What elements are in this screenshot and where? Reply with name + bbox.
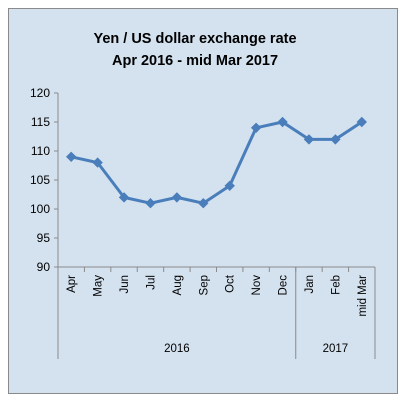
x-group-label: 2017 xyxy=(323,343,349,355)
x-category-label: Oct xyxy=(225,274,237,293)
data-point xyxy=(145,197,156,209)
x-category-label: Jul xyxy=(145,275,157,290)
x-category-label: Nov xyxy=(251,275,263,296)
x-category-label: Dec xyxy=(278,275,290,296)
y-tick-label: 90 xyxy=(37,260,51,274)
x-category-label: Sep xyxy=(198,275,210,295)
data-point xyxy=(303,134,315,145)
y-tick-label: 110 xyxy=(31,144,50,158)
x-category-label: Feb xyxy=(330,275,342,295)
x-category-label: mid Mar xyxy=(357,275,369,317)
x-category-label: Jun xyxy=(119,275,131,294)
data-point xyxy=(198,197,209,209)
y-tick-label: 115 xyxy=(31,115,50,129)
x-category-label: Jan xyxy=(304,275,316,294)
data-point xyxy=(356,116,367,128)
y-tick-label: 105 xyxy=(30,173,50,187)
data-point xyxy=(171,192,183,203)
x-category-label: Apr xyxy=(66,275,78,293)
series-line xyxy=(69,120,364,205)
y-tick-label: 100 xyxy=(30,202,50,216)
x-category-label: May xyxy=(93,275,105,297)
chart-area: Yen / US dollar exchange rate Apr 2016 -… xyxy=(8,8,398,394)
x-category-label: Aug xyxy=(172,275,184,295)
chart-title-line-2: Apr 2016 - mid Mar 2017 xyxy=(112,53,278,69)
chart-title-line-1: Yen / US dollar exchange rate xyxy=(93,31,296,47)
data-point xyxy=(118,192,130,203)
data-point xyxy=(277,116,288,128)
line-chart: Yen / US dollar exchange rate Apr 2016 -… xyxy=(30,31,376,359)
data-point xyxy=(330,134,341,145)
data-point xyxy=(66,151,77,163)
x-group-label: 2016 xyxy=(164,343,190,355)
data-point xyxy=(250,122,262,134)
data-point xyxy=(92,157,103,168)
y-tick-label: 120 xyxy=(30,86,50,100)
data-point xyxy=(224,180,235,192)
y-tick-label: 95 xyxy=(37,231,51,245)
